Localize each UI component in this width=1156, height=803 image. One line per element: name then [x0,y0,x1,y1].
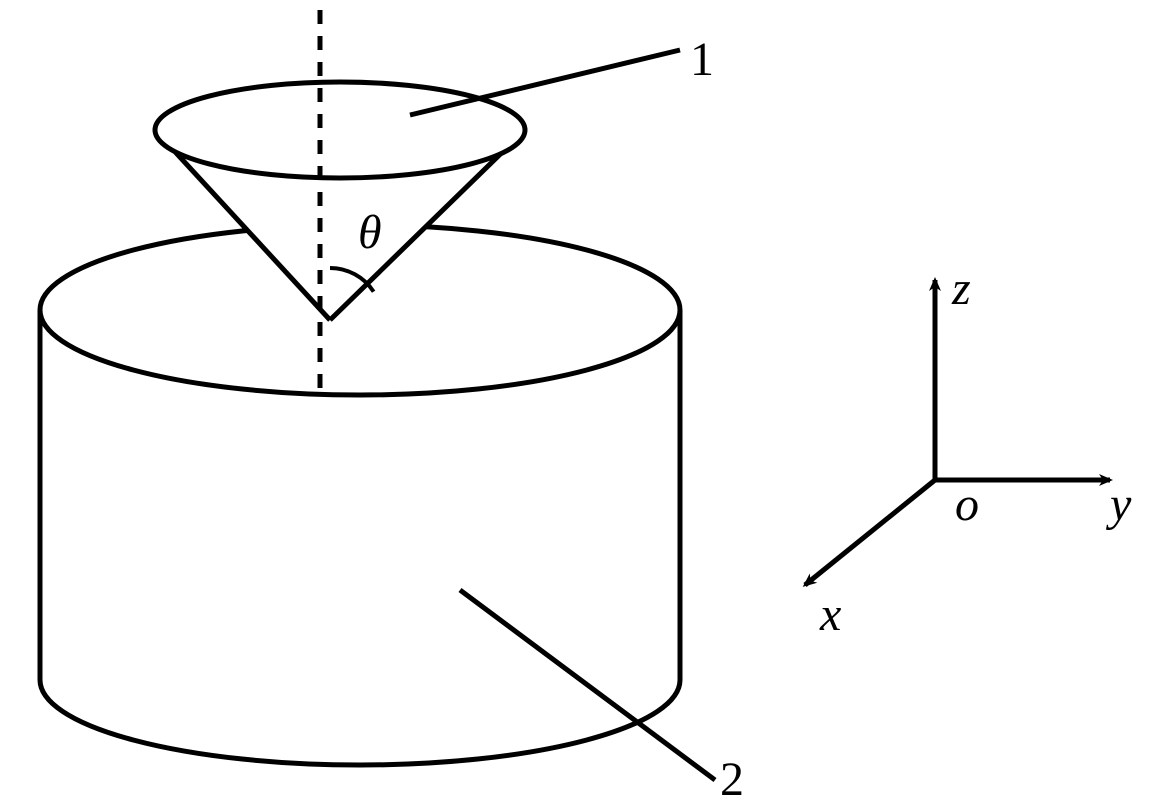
leader-line-1 [410,50,680,115]
label-1: 1 [690,33,714,86]
y-label: y [1105,478,1132,531]
cylinder: 2 [40,225,744,803]
x-label: x [819,588,841,641]
coordinate-system: z y x o [805,262,1132,641]
label-2: 2 [720,753,744,803]
z-label: z [951,262,971,315]
origin-label: o [955,478,979,531]
diagram-root: 2 1 θ z y x o [0,0,1156,803]
theta-symbol: θ [358,206,382,259]
x-axis [805,480,935,585]
